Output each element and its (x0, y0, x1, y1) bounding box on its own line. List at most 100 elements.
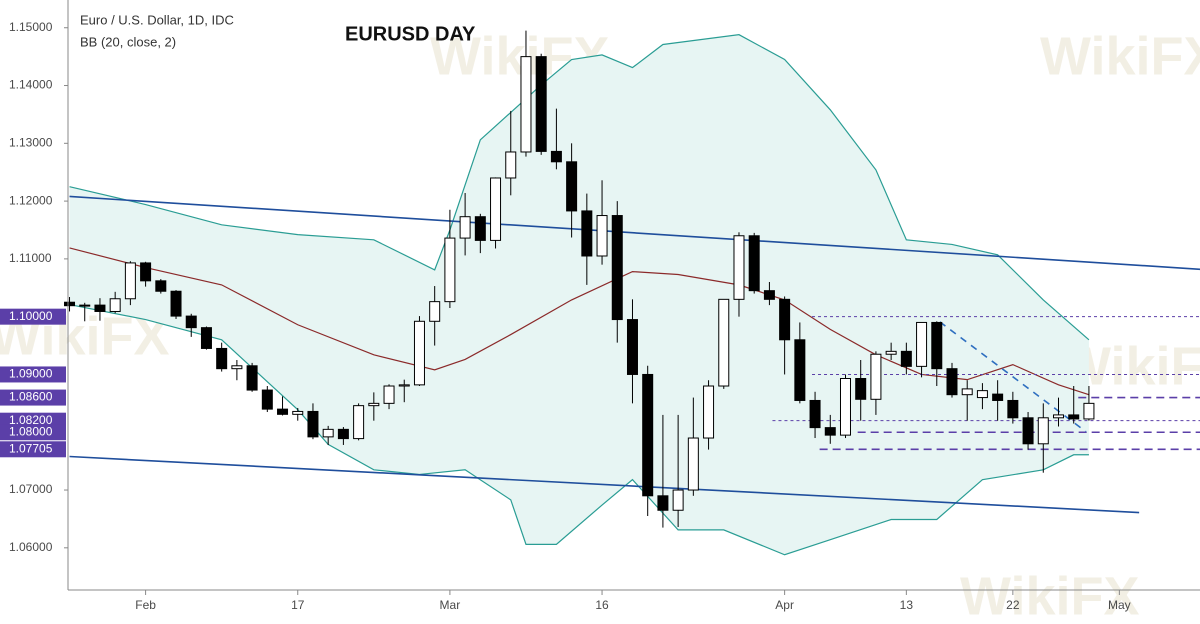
y-tick-label: 1.11000 (9, 251, 52, 265)
candle-body (353, 405, 365, 440)
candle-body (231, 365, 243, 370)
candle-body (185, 315, 197, 329)
candle-body (763, 290, 775, 300)
candle-body (748, 235, 760, 292)
trendline (69, 455, 1140, 514)
candle-body (992, 393, 1004, 401)
candle-body (535, 56, 547, 152)
candle-body (520, 56, 532, 153)
candle-body (459, 216, 471, 239)
candle-body (368, 402, 380, 407)
candle-body (916, 321, 928, 367)
candle-body (444, 237, 456, 303)
candle-body (703, 385, 715, 439)
candle-body (581, 210, 593, 257)
candle-body (64, 301, 76, 307)
x-tick-label: 17 (291, 598, 305, 612)
candle-body (109, 298, 121, 312)
level-label: 1.08600 (9, 390, 53, 404)
candle-body (946, 368, 958, 396)
candle-body (490, 177, 502, 241)
candle-body (505, 151, 517, 179)
trendlines (69, 195, 1200, 514)
level-label-box (0, 366, 66, 383)
candle-body (292, 410, 304, 415)
x-tick-label: 16 (595, 598, 609, 612)
candle-body (1083, 402, 1095, 420)
candle-body (855, 378, 867, 400)
level-label: 1.08200 (9, 413, 53, 427)
level-label-box (0, 308, 66, 325)
level-label: 1.07705 (9, 441, 53, 455)
candle-body (124, 262, 136, 300)
candle-body (170, 290, 182, 317)
candle-body (596, 215, 608, 257)
candle-body (733, 235, 745, 300)
candle-body (672, 489, 684, 511)
candle-body (900, 350, 912, 367)
level-label-box (0, 424, 66, 441)
candle-body (337, 428, 349, 440)
candle-body (931, 321, 943, 370)
legend-indicator: BB (20, close, 2) (80, 34, 176, 49)
x-tick-label: Feb (135, 598, 156, 612)
candle-body (79, 304, 91, 307)
candle-body (216, 347, 228, 370)
candle-body (383, 385, 395, 404)
level-label: 1.09000 (9, 367, 53, 381)
candle-body (155, 280, 167, 292)
trendline (69, 195, 1200, 271)
candle-body (1007, 399, 1019, 419)
candle-body (566, 161, 578, 212)
y-tick-label: 1.15000 (9, 20, 53, 34)
candle-body (824, 427, 836, 436)
candle-body (718, 298, 730, 387)
candle-body (322, 428, 334, 438)
x-tick-label: May (1108, 598, 1131, 612)
y-tick-label: 1.14000 (9, 78, 53, 92)
watermark: WikiFX (960, 566, 1140, 624)
candle-body (307, 410, 319, 438)
candle-body (94, 304, 106, 312)
candle-body (1053, 414, 1064, 419)
candle-body (809, 399, 821, 429)
level-label-box (0, 441, 66, 458)
candle-body (1068, 414, 1080, 420)
y-tick-label: 1.12000 (9, 193, 53, 207)
level-label: 1.08000 (9, 424, 53, 438)
candle-body (277, 408, 289, 415)
candle-body (474, 216, 486, 241)
x-tick-label: 13 (900, 598, 914, 612)
y-tick-label: 1.07000 (9, 482, 53, 496)
candle-body (398, 384, 410, 387)
candle-body (961, 388, 973, 396)
candle-body (429, 301, 441, 322)
candle-body (779, 298, 791, 341)
candle-body (976, 390, 988, 399)
level-label: 1.10000 (9, 309, 53, 323)
candle-body (611, 215, 623, 321)
y-tick-label: 1.13000 (9, 135, 53, 149)
candle-body (246, 365, 258, 391)
x-tick-label: Apr (775, 598, 794, 612)
candle-body (870, 353, 882, 400)
candle-body (1022, 417, 1034, 445)
candle-body (885, 350, 897, 355)
candle-body (794, 339, 806, 401)
candle-body (200, 327, 212, 349)
x-tick-label: Mar (440, 598, 461, 612)
band-fill (69, 34, 1089, 555)
candle-body (626, 319, 638, 375)
y-tick-label: 1.06000 (9, 540, 53, 554)
band-basis (69, 247, 1090, 396)
candle-body (413, 320, 425, 386)
x-tick-label: 22 (1006, 598, 1020, 612)
candle-body (642, 373, 654, 497)
candle-body (687, 437, 699, 491)
chart-title: EURUSD DAY (345, 23, 476, 45)
candle-body (140, 262, 152, 282)
watermark: WikiFX (1040, 26, 1200, 86)
band-upper (69, 34, 1090, 341)
